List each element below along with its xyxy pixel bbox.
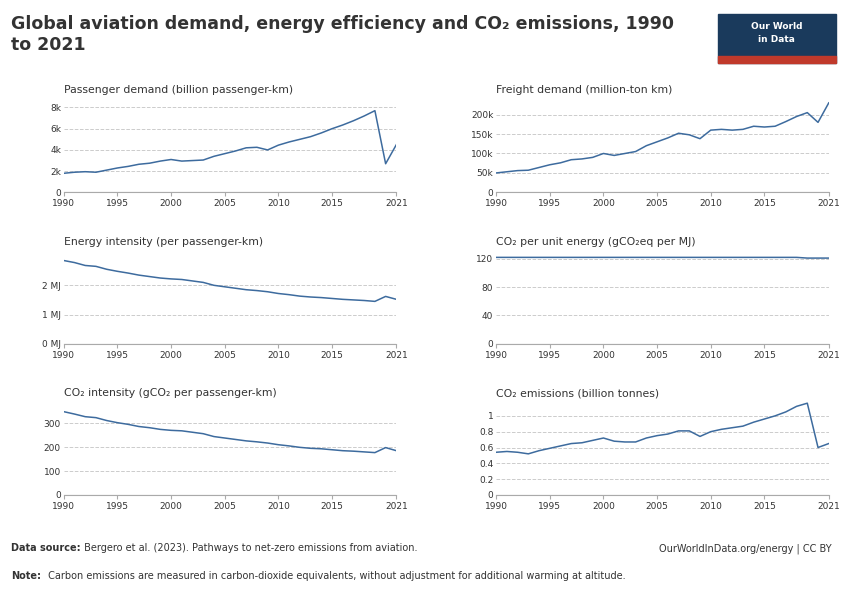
- Text: Freight demand (million-ton km): Freight demand (million-ton km): [496, 85, 672, 95]
- Text: CO₂ per unit energy (gCO₂eq per MJ): CO₂ per unit energy (gCO₂eq per MJ): [496, 237, 696, 247]
- Text: in Data: in Data: [758, 35, 796, 44]
- Text: CO₂ intensity (gCO₂ per passenger-km): CO₂ intensity (gCO₂ per passenger-km): [64, 388, 276, 398]
- Text: Our World: Our World: [751, 22, 802, 31]
- Text: Data source:: Data source:: [11, 543, 81, 553]
- Text: CO₂ emissions (billion tonnes): CO₂ emissions (billion tonnes): [496, 388, 660, 398]
- Bar: [718, 56, 836, 63]
- Text: Bergero et al. (2023). Pathways to net-zero emissions from aviation.: Bergero et al. (2023). Pathways to net-z…: [81, 543, 417, 553]
- Text: OurWorldInData.org/energy | CC BY: OurWorldInData.org/energy | CC BY: [659, 543, 831, 553]
- Text: Passenger demand (billion passenger-km): Passenger demand (billion passenger-km): [64, 85, 293, 95]
- Text: Carbon emissions are measured in carbon-dioxide equivalents, without adjustment : Carbon emissions are measured in carbon-…: [45, 571, 626, 581]
- Text: Note:: Note:: [11, 571, 41, 581]
- Text: Global aviation demand, energy efficiency and CO₂ emissions, 1990
to 2021: Global aviation demand, energy efficienc…: [11, 15, 674, 54]
- Text: Energy intensity (per passenger-km): Energy intensity (per passenger-km): [64, 237, 263, 247]
